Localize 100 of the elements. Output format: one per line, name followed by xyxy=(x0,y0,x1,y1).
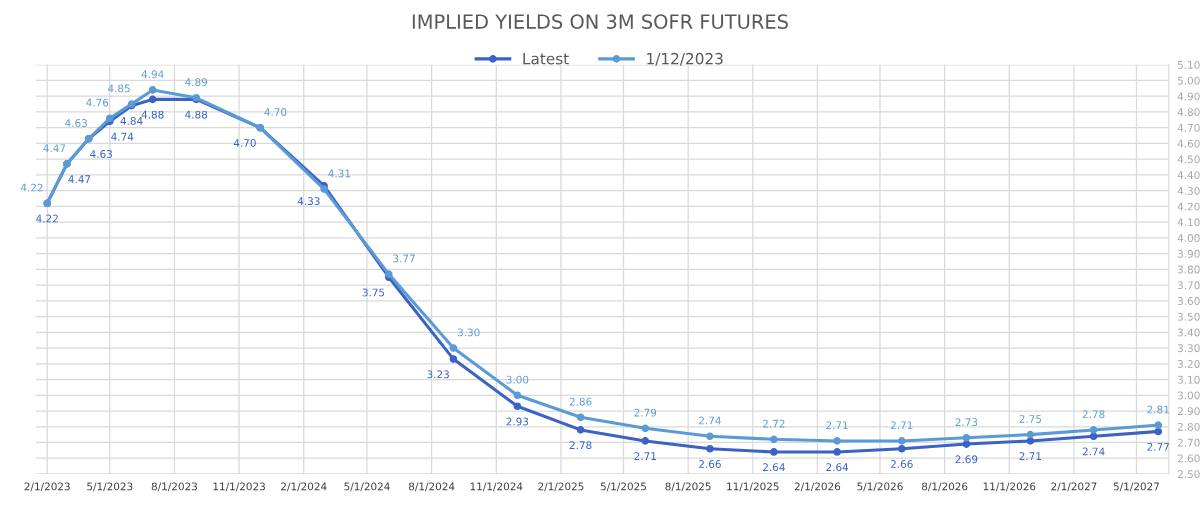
point xyxy=(148,86,157,94)
data-label: 2.69 xyxy=(955,455,978,464)
x-tick-label: 5/1/2026 xyxy=(857,482,903,492)
point xyxy=(897,437,906,445)
point xyxy=(449,355,458,363)
data-label: 2.64 xyxy=(763,463,785,472)
data-label: 2.74 xyxy=(1082,447,1105,456)
y-tick-label: 4.90 xyxy=(1177,92,1200,101)
point xyxy=(706,432,714,441)
x-tick-label: 8/1/2025 xyxy=(665,482,711,492)
data-label: 4.70 xyxy=(233,139,256,147)
data-label: 2.71 xyxy=(1019,452,1041,460)
y-tick-label: 3.80 xyxy=(1177,265,1200,274)
y-tick-label: 4.50 xyxy=(1177,155,1200,164)
data-label: 4.94 xyxy=(141,70,164,79)
y-tick-label: 3.00 xyxy=(1177,391,1200,400)
data-label: 2.71 xyxy=(826,421,848,430)
y-tick-label: 3.70 xyxy=(1177,281,1200,290)
point xyxy=(706,444,714,453)
data-label: 4.84 xyxy=(120,116,143,125)
data-label: 3.77 xyxy=(393,254,415,263)
y-tick-label: 5.10 xyxy=(1177,60,1200,69)
point xyxy=(384,270,393,278)
x-tick-label: 2/1/2027 xyxy=(1051,482,1097,492)
point xyxy=(770,448,778,456)
data-label: 4.63 xyxy=(65,119,87,127)
y-tick-label: 4.10 xyxy=(1177,218,1200,227)
data-label: 3.00 xyxy=(506,375,529,384)
data-label: 4.22 xyxy=(36,214,58,223)
data-label: 2.93 xyxy=(506,417,529,426)
data-label: 2.78 xyxy=(1082,410,1105,419)
point xyxy=(833,437,841,445)
data-label: 4.70 xyxy=(264,108,287,116)
point xyxy=(1089,426,1098,434)
data-label: 4.85 xyxy=(107,84,130,93)
y-tick-label: 3.20 xyxy=(1177,360,1200,368)
point xyxy=(576,426,585,434)
y-tick-label: 2.60 xyxy=(1177,454,1200,463)
data-label: 4.47 xyxy=(68,175,91,183)
y-tick-label: 3.90 xyxy=(1177,249,1200,258)
data-label: 4.31 xyxy=(328,169,351,178)
x-tick-label: 11/1/2023 xyxy=(213,482,265,492)
x-tick-label: 5/1/2027 xyxy=(1113,482,1159,492)
legend-label: Latest xyxy=(523,53,569,65)
x-tick-label: 2/1/2025 xyxy=(538,482,584,492)
y-tick-label: 2.50 xyxy=(1177,470,1200,479)
point xyxy=(1026,430,1035,439)
point xyxy=(513,391,522,400)
data-label: 2.72 xyxy=(763,419,785,428)
y-tick-label: 4.00 xyxy=(1177,234,1200,242)
y-tick-label: 3.10 xyxy=(1177,375,1200,384)
point xyxy=(576,413,585,422)
y-tick-label: 4.80 xyxy=(1177,108,1200,117)
y-tick-label: 5.00 xyxy=(1177,76,1200,85)
data-label: 3.75 xyxy=(362,288,385,297)
x-tick-label: 2/1/2026 xyxy=(794,482,841,492)
data-label: 4.74 xyxy=(111,132,134,141)
data-label: 3.30 xyxy=(457,328,480,337)
point xyxy=(897,444,906,453)
point xyxy=(641,437,650,445)
data-label: 2.86 xyxy=(569,397,592,406)
x-tick-label: 11/1/2024 xyxy=(470,482,523,492)
x-tick-label: 11/1/2025 xyxy=(727,482,779,492)
data-label: 2.78 xyxy=(569,441,592,450)
y-tick-label: 2.80 xyxy=(1177,422,1200,431)
x-tick-label: 5/1/2023 xyxy=(87,482,133,492)
chart-title: IMPLIED YIELDS ON 3M SOFR FUTURES xyxy=(412,14,788,29)
x-tick-label: 5/1/2025 xyxy=(600,482,646,492)
data-label: 4.33 xyxy=(297,197,320,206)
x-tick-label: 2/1/2024 xyxy=(281,482,327,492)
point xyxy=(962,433,971,442)
legend-label: 1/12/2023 xyxy=(647,52,723,66)
point xyxy=(513,402,522,411)
y-tick-label: 4.70 xyxy=(1177,123,1200,132)
y-tick-label: 4.20 xyxy=(1177,202,1200,211)
y-tick-label: 2.90 xyxy=(1177,407,1200,416)
data-label: 2.77 xyxy=(1147,442,1169,451)
data-label: 3.23 xyxy=(427,370,449,379)
y-tick-label: 3.30 xyxy=(1177,344,1200,353)
data-label: 2.64 xyxy=(826,463,849,472)
x-tick-label: 8/1/2026 xyxy=(921,482,968,492)
y-tick-label: 3.50 xyxy=(1177,312,1200,321)
x-tick-label: 11/1/2026 xyxy=(983,482,1036,492)
data-label: 2.66 xyxy=(699,460,721,468)
y-tick-label: 4.40 xyxy=(1177,171,1200,180)
point xyxy=(449,344,458,352)
y-tick-label: 2.70 xyxy=(1177,438,1200,447)
data-label: 4.89 xyxy=(185,78,208,87)
x-tick-label: 8/1/2024 xyxy=(408,482,455,492)
y-tick-label: 3.40 xyxy=(1177,328,1200,337)
x-tick-label: 8/1/2023 xyxy=(151,482,197,492)
data-label: 2.81 xyxy=(1147,405,1169,414)
x-tick-label: 5/1/2024 xyxy=(344,482,390,492)
data-label: 2.75 xyxy=(1019,415,1042,423)
data-label: 4.76 xyxy=(86,98,109,107)
data-label: 4.63 xyxy=(90,150,112,158)
data-label: 2.71 xyxy=(634,452,656,460)
x-tick-label: 2/1/2023 xyxy=(24,482,70,492)
data-label: 4.88 xyxy=(141,110,164,119)
point xyxy=(770,435,778,444)
